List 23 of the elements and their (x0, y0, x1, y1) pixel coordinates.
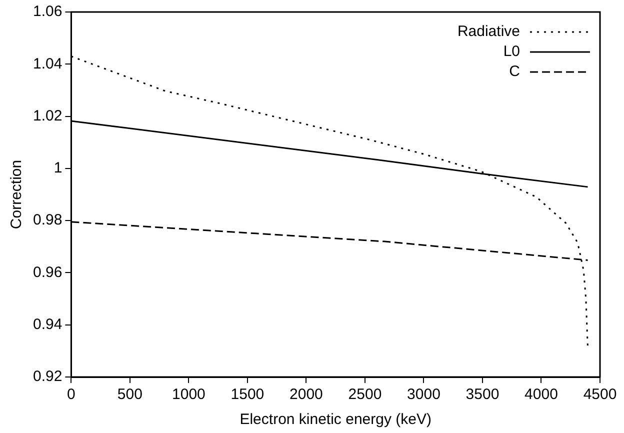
y-tick-label: 0.94 (32, 316, 62, 333)
x-tick-label: 500 (117, 386, 142, 404)
x-tick-label: 1500 (230, 386, 264, 404)
y-tick-label: 1.04 (32, 55, 62, 72)
y-tick-label: 0.96 (32, 264, 62, 281)
y-tick-label: 0.98 (32, 212, 62, 229)
y-tick-label: 1.02 (32, 107, 62, 124)
x-tick-label: 2000 (290, 386, 323, 404)
x-tick-label: 3500 (466, 386, 500, 404)
y-tick-label: 1.06 (32, 3, 62, 20)
legend-label: Radiative (457, 23, 520, 40)
x-tick-label: 1000 (172, 386, 206, 404)
y-tick-label: 0.92 (32, 368, 62, 386)
x-tick-label: 2500 (348, 386, 382, 404)
x-tick-label: 0 (67, 386, 76, 404)
x-axis-title: Electron kinetic energy (keV) (240, 411, 432, 428)
legend-label: L0 (503, 43, 520, 60)
x-tick-label: 4500 (583, 386, 617, 404)
y-tick-label: 1 (54, 160, 62, 177)
legend-label: C (509, 63, 520, 80)
x-tick-label: 3000 (407, 386, 440, 404)
x-tick-label: 4000 (524, 386, 558, 404)
y-axis-title: Correction (8, 160, 26, 230)
